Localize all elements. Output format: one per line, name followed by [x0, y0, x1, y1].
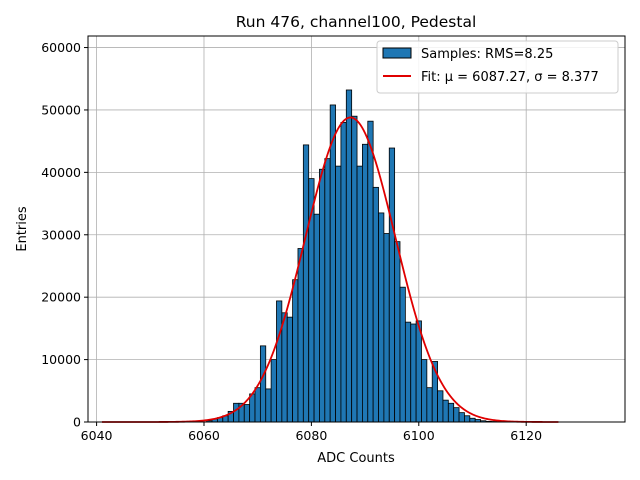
- histogram-bar: [442, 399, 449, 423]
- legend-box: [376, 40, 619, 94]
- x-axis-label: ADC Counts: [317, 451, 395, 466]
- histogram-bar: [458, 412, 465, 423]
- histogram-bar: [329, 104, 336, 423]
- histogram-bar: [356, 165, 363, 423]
- histogram-bar: [421, 359, 428, 423]
- histogram-bar: [367, 120, 374, 423]
- histogram-bar: [404, 321, 412, 423]
- histogram-bar: [464, 415, 471, 423]
- histogram-bar: [302, 144, 310, 423]
- histogram-bar: [249, 393, 256, 423]
- histogram-bar: [340, 122, 347, 423]
- histogram-bar: [378, 212, 385, 423]
- plot-frame: [87, 35, 626, 423]
- histogram-bar: [415, 320, 422, 423]
- y-tick-label: 20000: [41, 290, 81, 305]
- histogram-bar: [394, 241, 401, 423]
- histogram-bar: [286, 316, 293, 423]
- histogram-bar: [292, 279, 299, 423]
- histogram-bar: [233, 402, 240, 423]
- histogram-bar: [362, 143, 369, 423]
- legend-bar-swatch: [382, 47, 412, 59]
- y-axis-ticks: 0 10000 20000 30000 40000 50000 60000: [41, 40, 88, 430]
- histogram-bar: [276, 300, 283, 423]
- histogram-bar: [259, 345, 267, 423]
- x-axis-ticks: 6040 6060 6080 6100 6120: [81, 422, 542, 443]
- histogram-bar: [453, 407, 460, 423]
- y-axis-label: Entries: [15, 206, 30, 252]
- histogram-bar: [399, 286, 406, 423]
- y-tick-label: 30000: [41, 227, 81, 242]
- x-tick-label: 6040: [81, 428, 113, 443]
- chart-title: Run 476, channel100, Pedestal: [236, 13, 477, 31]
- x-tick-label: 6060: [188, 428, 220, 443]
- y-tick-label: 40000: [41, 165, 81, 180]
- histogram-bar: [297, 248, 304, 423]
- histogram-bar: [351, 115, 358, 423]
- x-tick-label: 6120: [510, 428, 542, 443]
- histogram-bar: [265, 388, 272, 423]
- histogram-bar: [270, 359, 277, 423]
- histogram-bar: [254, 387, 261, 423]
- x-tick-label: 6080: [295, 428, 327, 443]
- histogram-bar: [426, 387, 433, 423]
- y-tick-label: 50000: [41, 102, 81, 117]
- y-tick-label: 10000: [41, 352, 81, 367]
- histogram-bar: [319, 168, 326, 423]
- histogram-bar: [372, 186, 379, 423]
- legend-fit-label: Fit: μ = 6087.27, σ = 8.377: [421, 70, 599, 85]
- histogram-bar: [324, 158, 331, 423]
- y-tick-label: 60000: [41, 40, 81, 55]
- y-tick-label: 0: [73, 415, 81, 430]
- histogram-bar: [469, 417, 476, 423]
- histogram-bar: [335, 165, 342, 423]
- histogram-bar: [447, 402, 455, 423]
- histogram-bar: [437, 390, 444, 423]
- histogram-bar: [388, 147, 396, 423]
- histogram-bar: [313, 213, 320, 423]
- x-tick-label: 6100: [403, 428, 435, 443]
- histogram-bar: [410, 323, 417, 423]
- histogram-bar: [383, 233, 390, 423]
- legend-samples-label: Samples: RMS=8.25: [421, 47, 553, 62]
- histogram-bar: [243, 404, 251, 423]
- histogram-bar: [345, 89, 353, 423]
- histogram-bar: [281, 312, 288, 423]
- legend: Samples: RMS=8.25 Fit: μ = 6087.27, σ = …: [376, 40, 619, 94]
